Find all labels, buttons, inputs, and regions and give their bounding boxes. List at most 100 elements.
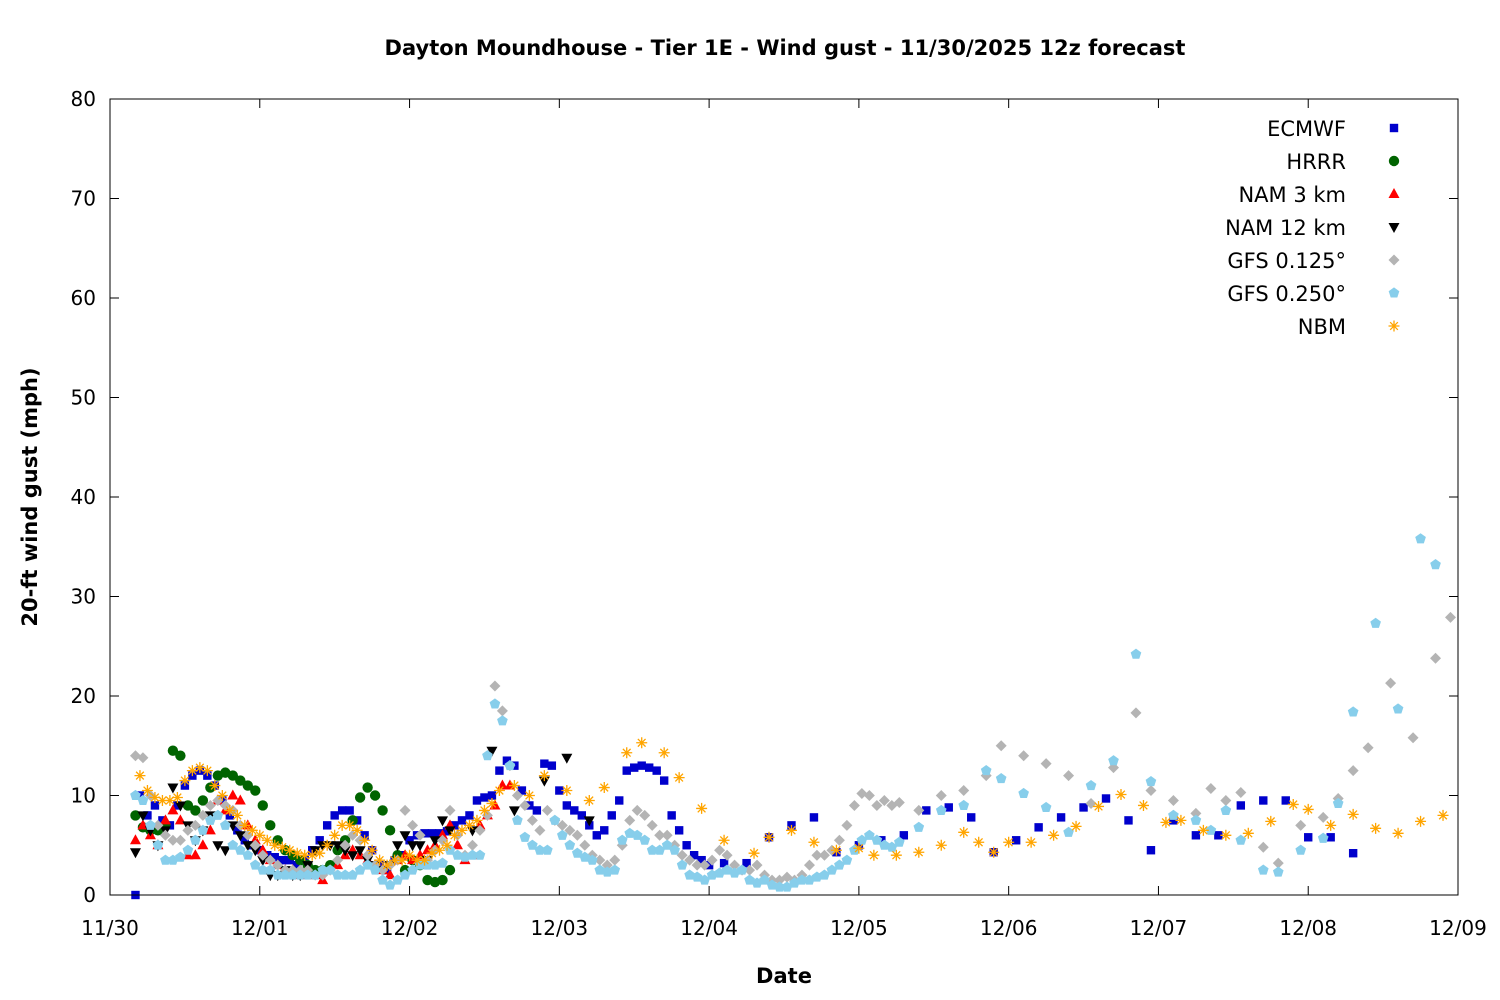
data-point <box>152 839 164 850</box>
data-point <box>347 869 358 880</box>
y-tick-label: 60 <box>71 286 96 310</box>
data-point <box>1287 798 1299 810</box>
data-point <box>167 783 179 794</box>
data-point <box>315 836 324 845</box>
data-point <box>654 844 666 855</box>
data-point <box>1070 820 1082 832</box>
data-point <box>345 806 354 815</box>
data-point <box>1430 652 1442 664</box>
data-point <box>186 765 198 777</box>
data-point <box>399 869 411 880</box>
data-point <box>676 849 688 861</box>
data-point <box>1093 800 1105 812</box>
data-point <box>261 834 273 846</box>
data-point <box>848 799 860 811</box>
data-point <box>233 826 242 835</box>
data-point <box>674 826 684 835</box>
data-point <box>841 854 853 865</box>
data-point <box>227 789 239 800</box>
data-point <box>480 793 489 802</box>
data-point <box>601 859 613 871</box>
legend-marker <box>1389 123 1399 133</box>
data-point <box>270 852 279 862</box>
data-point <box>1115 789 1127 801</box>
data-point <box>714 844 726 856</box>
data-point <box>265 820 276 831</box>
data-point <box>995 740 1007 752</box>
data-point <box>718 834 730 846</box>
data-point <box>284 844 296 856</box>
data-point <box>285 855 294 865</box>
data-point <box>1137 799 1149 811</box>
data-point <box>324 864 336 875</box>
data-point <box>209 780 221 792</box>
data-point <box>493 785 505 797</box>
data-point <box>302 869 314 880</box>
data-point <box>495 766 504 775</box>
data-point <box>489 680 501 692</box>
data-point <box>540 759 549 768</box>
data-point <box>1003 836 1015 848</box>
data-point <box>564 839 576 850</box>
data-point <box>1242 827 1254 839</box>
data-point <box>204 799 216 811</box>
data-point <box>137 752 149 764</box>
data-point <box>435 829 444 838</box>
data-point <box>427 829 437 838</box>
data-point <box>190 834 201 845</box>
data-point <box>913 804 925 816</box>
data-point <box>160 854 171 865</box>
data-point <box>257 800 268 811</box>
data-point <box>137 794 149 806</box>
data-point <box>684 869 695 880</box>
data-point <box>197 824 209 835</box>
data-point <box>639 809 651 821</box>
data-point <box>264 854 276 866</box>
data-point <box>1101 794 1111 803</box>
data-point <box>249 839 261 851</box>
data-point <box>763 831 775 843</box>
data-point <box>257 844 269 855</box>
data-point <box>444 826 456 837</box>
data-point <box>1040 758 1052 770</box>
chart-axes: 0 10 20 30 40 50 60 70 80 11/30 12/01 12/02 12/03 12/… <box>71 87 1487 940</box>
data-point <box>444 804 456 816</box>
data-point <box>646 819 658 831</box>
data-point <box>276 841 288 853</box>
data-point <box>673 772 685 784</box>
data-point <box>751 877 763 888</box>
data-point <box>785 824 797 836</box>
data-point <box>661 839 673 850</box>
data-point <box>555 786 564 795</box>
data-point <box>332 869 343 880</box>
data-point <box>182 844 194 855</box>
data-point <box>1167 794 1179 806</box>
data-point <box>329 829 341 841</box>
data-point <box>220 819 231 830</box>
data-point <box>130 789 141 801</box>
data-point <box>463 819 475 831</box>
data-point <box>766 879 778 890</box>
data-point <box>1191 831 1201 840</box>
data-point <box>561 785 573 797</box>
data-point <box>197 839 209 850</box>
data-point <box>354 792 366 803</box>
series-6 <box>134 737 1449 871</box>
data-point <box>167 854 179 865</box>
data-point <box>216 790 228 801</box>
data-point <box>748 847 760 859</box>
x-tick-label: 12/09 <box>1429 916 1487 940</box>
data-point <box>411 854 423 866</box>
data-point <box>429 836 441 847</box>
data-point <box>913 846 925 858</box>
data-point <box>853 842 865 854</box>
data-point <box>474 824 486 836</box>
data-point <box>809 813 819 822</box>
data-point <box>980 765 992 776</box>
data-point <box>1347 808 1359 820</box>
x-tick-label: 12/01 <box>231 916 289 940</box>
data-point <box>317 864 329 875</box>
data-point <box>399 831 411 842</box>
data-point <box>437 816 449 827</box>
data-point <box>143 811 152 820</box>
